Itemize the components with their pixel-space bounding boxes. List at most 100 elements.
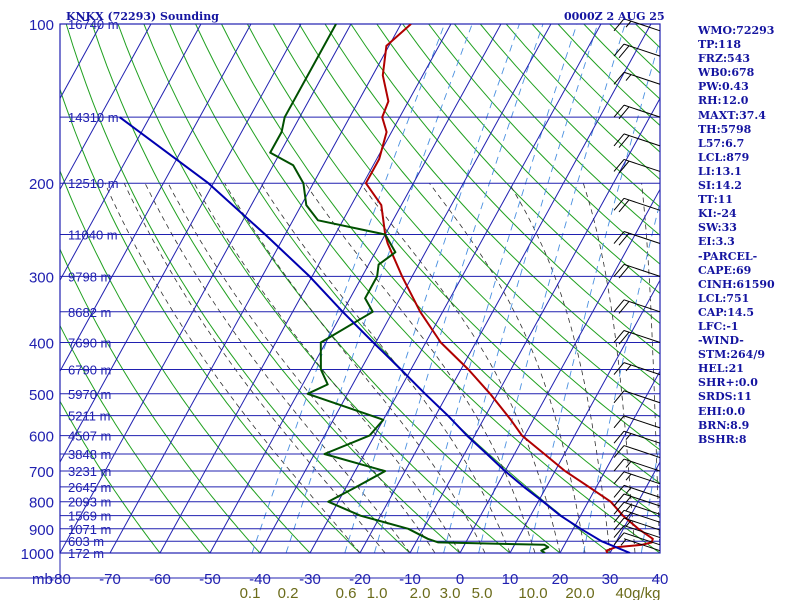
moist-adiabat-line xyxy=(144,183,411,553)
dry-adiabat-line xyxy=(60,169,311,553)
chart-title: KNKX (72293) Sounding xyxy=(66,10,219,23)
mixing-ratio-label: 3.0 xyxy=(440,585,461,600)
wind-barb xyxy=(613,445,661,459)
index-value: TH:5798 xyxy=(698,122,752,136)
wind-barb xyxy=(620,538,661,552)
mixing-ratio-line xyxy=(443,24,599,553)
plot-frame xyxy=(59,23,661,554)
mixing-ratio-label: 1.0 xyxy=(367,585,388,600)
height-label: 2645 m xyxy=(68,480,111,495)
index-value: SW:33 xyxy=(698,221,737,235)
dry-adiabats xyxy=(60,24,660,553)
dry-adiabat-line xyxy=(117,24,511,553)
wind-barb xyxy=(613,430,661,444)
index-value: BSHR:8 xyxy=(698,432,747,446)
index-value: SHR+:0.0 xyxy=(698,376,758,390)
height-label: 6790 m xyxy=(68,363,111,378)
wind-barb xyxy=(613,484,661,498)
pressure-tick-label: 800 xyxy=(29,495,54,512)
index-value: -PARCEL- xyxy=(698,249,758,263)
height-label: 8682 m xyxy=(68,305,111,320)
index-value: CAP:14.5 xyxy=(698,305,755,319)
temperature-tick-label: 0 xyxy=(456,571,464,588)
mixing-ratio-label: 40g/kg xyxy=(615,585,660,600)
height-label: 14310 m xyxy=(68,110,119,125)
index-value: WMO:72293 xyxy=(698,24,775,37)
pressure-tick-label: 900 xyxy=(29,522,54,539)
temperature-tick-label: -30 xyxy=(299,571,321,588)
index-value: SRDS:11 xyxy=(698,390,752,404)
indices-panel: WMO:72293 TP:118 FRZ:543 WB0:678 PW:0.43 RH:1… xyxy=(698,24,775,447)
temperature-tick-label: 10 xyxy=(502,571,519,588)
height-label: 3848 m xyxy=(68,447,111,462)
height-label: 1071 m xyxy=(68,522,111,537)
index-value: TP:118 xyxy=(698,38,742,52)
wind-barb xyxy=(613,517,661,531)
index-value: EI:3.3 xyxy=(698,235,735,249)
wind-barb xyxy=(613,71,661,85)
index-value: WB0:678 xyxy=(698,66,755,80)
isotherm-line xyxy=(609,461,660,553)
height-label: 2093 m xyxy=(68,495,111,510)
pressure-tick-label: 1000 xyxy=(21,546,54,563)
temperature-tick-label: -10 xyxy=(399,571,421,588)
temperature-tick-label: -40 xyxy=(249,571,271,588)
wind-barb xyxy=(613,493,661,507)
index-value: RH:12.0 xyxy=(698,94,749,108)
temperature-tick-label: -80 xyxy=(49,571,71,588)
temperature-tick-label: -50 xyxy=(199,571,221,588)
dewpoint-line xyxy=(269,24,550,553)
index-value: LFC:-1 xyxy=(698,319,739,333)
isotherm-line xyxy=(0,24,1,553)
moist-adiabat-line xyxy=(304,182,536,553)
isotherm-line xyxy=(409,97,660,553)
wind-barb xyxy=(613,263,661,279)
mixing-ratio-lines xyxy=(251,24,660,553)
mixing-ratio-label: 0.1 xyxy=(240,585,261,600)
index-value: HEL:21 xyxy=(698,362,744,376)
wind-barb xyxy=(613,133,661,148)
wind-barb xyxy=(613,104,661,120)
grid xyxy=(0,23,661,579)
height-label: 12510 m xyxy=(68,176,119,191)
pressure-tick-label: 700 xyxy=(29,464,54,481)
index-value: -WIND- xyxy=(698,334,744,348)
index-value: CINH:61590 xyxy=(698,277,775,291)
index-value: MAXT:37.4 xyxy=(698,108,766,122)
pressure-tick-label: 300 xyxy=(29,269,54,286)
temperature-tick-label: -60 xyxy=(149,571,171,588)
wind-barb xyxy=(613,299,661,314)
mixing-ratio-label: 2.0 xyxy=(410,585,431,600)
dry-adiabat-line xyxy=(65,24,411,553)
height-label: 172 m xyxy=(68,546,104,561)
isotherm-line xyxy=(459,188,660,553)
index-value: LCL:879 xyxy=(698,150,750,164)
height-label: 603 m xyxy=(68,534,104,549)
valid-time: 0000Z 2 AUG 25 xyxy=(564,10,665,23)
isotherm-line xyxy=(109,24,402,553)
isotherm-line xyxy=(309,24,602,553)
temperature-tick-label: 20 xyxy=(552,571,569,588)
wind-barb xyxy=(613,458,661,472)
isotherm-line xyxy=(60,24,302,464)
index-value: STM:264/9 xyxy=(698,348,765,362)
wind-barb xyxy=(613,18,661,32)
isotherm-line xyxy=(159,24,452,553)
temperature-tick-label: 40 xyxy=(652,571,669,588)
mixing-ratio-label: 0.6 xyxy=(336,585,357,600)
isotherms xyxy=(0,24,660,553)
mixing-ratio-line xyxy=(528,37,660,553)
profiles xyxy=(119,24,654,553)
isotherm-line xyxy=(60,24,252,373)
mixing-ratio-label: 10.0 xyxy=(518,585,547,600)
index-value: CAPE:69 xyxy=(698,263,752,277)
wind-barb xyxy=(613,501,661,515)
index-value: FRZ:543 xyxy=(698,52,751,66)
height-label: 1569 m xyxy=(68,509,111,524)
wind-barbs xyxy=(613,18,661,552)
dry-adiabat-line xyxy=(143,24,561,553)
wind-barb xyxy=(613,509,661,523)
wind-barb xyxy=(613,525,661,539)
